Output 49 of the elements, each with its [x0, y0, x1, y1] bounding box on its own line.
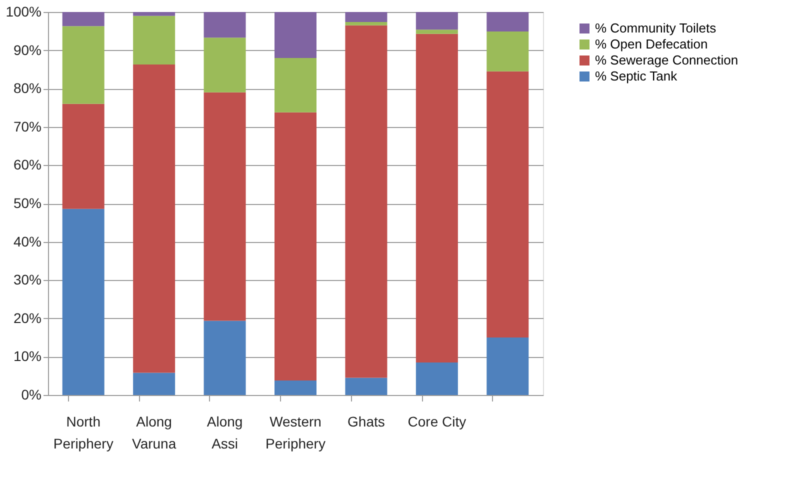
bar	[345, 22, 388, 26]
legend-label: % Community Toilets	[595, 20, 717, 36]
bar	[416, 34, 458, 362]
y-tick-label: 90%	[13, 42, 42, 58]
bar	[345, 12, 388, 22]
y-tick-label: 80%	[13, 80, 42, 96]
y-tick-label: 50%	[13, 195, 42, 211]
bar	[274, 112, 316, 380]
x-tick-label: Core City	[408, 414, 466, 430]
x-tick-label: North Periphery	[53, 414, 114, 452]
x-tick-label: Ghats	[348, 414, 385, 430]
bar	[486, 338, 529, 395]
x-tick-label: Along Varuna	[132, 414, 176, 452]
bar	[486, 71, 529, 338]
bar	[274, 58, 316, 112]
y-tick-label: 30%	[13, 272, 42, 288]
legend-label: % Sewerage Connection	[595, 52, 738, 68]
x-tick-label: Along Assi	[206, 414, 243, 452]
bar	[204, 12, 246, 38]
legend-label: % Open Defecation	[595, 36, 708, 52]
legend-label: % Septic Tank	[595, 68, 678, 84]
bar	[416, 12, 458, 30]
bar	[62, 208, 104, 395]
bar	[204, 38, 246, 92]
y-tick-label: 40%	[13, 233, 42, 250]
bar	[62, 104, 104, 209]
bar	[204, 320, 246, 395]
bar	[133, 16, 176, 64]
y-tick-label: 0%	[21, 386, 42, 402]
bar	[62, 12, 104, 26]
bar	[416, 30, 458, 34]
bar	[133, 12, 176, 16]
bar	[274, 12, 316, 58]
y-tick-label: 100%	[6, 4, 42, 20]
y-tick-label: 60%	[13, 156, 42, 173]
bar	[486, 12, 529, 32]
y-tick-label: 20%	[13, 310, 42, 326]
bar	[133, 64, 176, 373]
bar	[486, 32, 529, 72]
bar	[345, 25, 388, 378]
bar	[133, 372, 176, 395]
x-tick-label: Western Periphery	[266, 414, 326, 452]
bar	[345, 378, 388, 395]
bar	[62, 26, 104, 104]
bar	[274, 380, 316, 395]
y-tick-label: 10%	[13, 348, 42, 364]
bar	[204, 92, 246, 321]
y-tick-label: 70%	[13, 118, 42, 134]
bar	[416, 362, 458, 395]
